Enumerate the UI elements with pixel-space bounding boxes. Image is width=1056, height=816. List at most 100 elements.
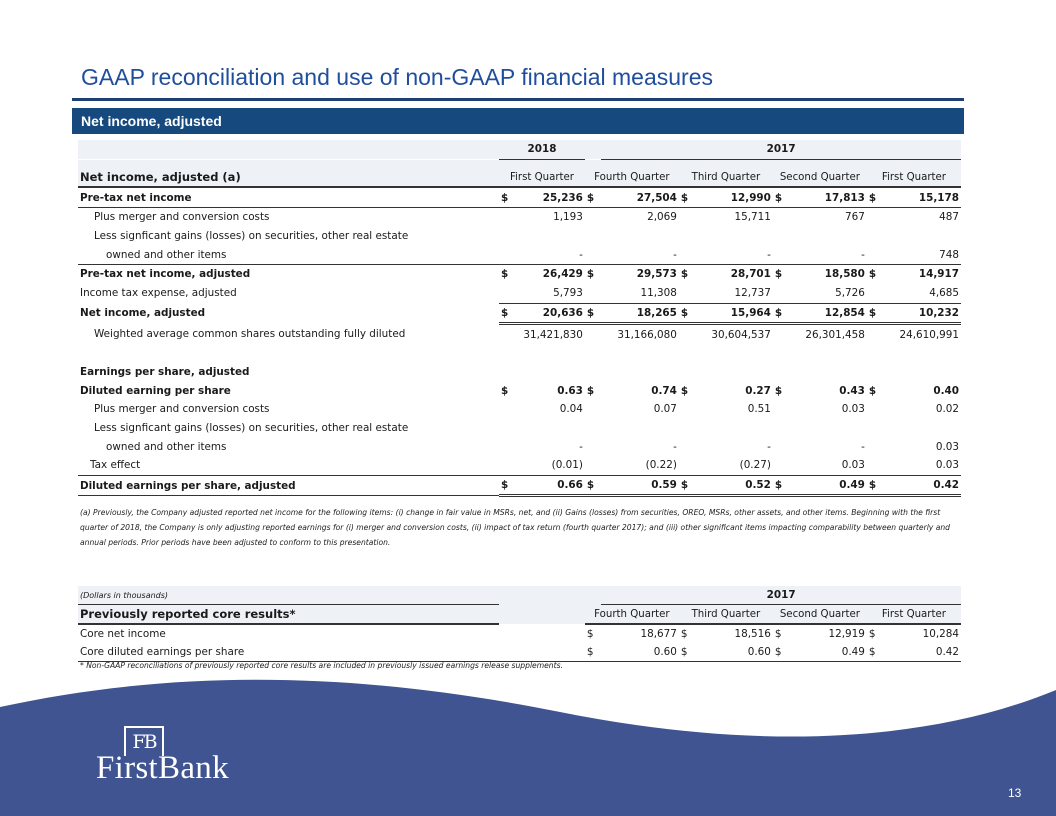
- value-cell: 20,636: [513, 302, 585, 326]
- value-cell: 10,284: [922, 628, 959, 640]
- value-cell: 0.03: [935, 440, 959, 453]
- value-cell: 487: [939, 211, 959, 224]
- dollar-sign: $: [868, 384, 877, 397]
- units-label: (Dollars in thousands): [78, 586, 500, 605]
- dollar-sign: [499, 456, 514, 476]
- dollar-sign: $: [678, 643, 696, 662]
- value-cell: 12,854: [789, 302, 867, 326]
- value-cell: 31,166,080: [617, 328, 677, 341]
- column-header: Fourth Quarter: [584, 604, 679, 625]
- dollar-sign: [584, 456, 602, 476]
- value-cell: 30,604,537: [711, 328, 771, 341]
- row-label: Pre-tax net income: [78, 187, 500, 209]
- dollar-sign: $: [586, 628, 594, 640]
- value-cell: 26,301,458: [805, 328, 865, 341]
- value-cell: -: [861, 440, 865, 453]
- firstbank-logo-mark: FB: [124, 726, 164, 756]
- dollar-sign: $: [499, 187, 514, 209]
- value-cell: 0.02: [935, 403, 959, 416]
- value-cell: 0.66: [513, 474, 585, 498]
- value-cell: 14,917: [883, 264, 961, 284]
- table-row: Earnings per share, adjusted: [78, 363, 961, 382]
- value-cell: 0.49: [789, 474, 867, 498]
- value-cell: 0.74: [651, 384, 677, 397]
- dollar-sign: [866, 456, 884, 476]
- year-2018-header: 2018: [499, 140, 585, 160]
- dollar-sign: $: [680, 628, 688, 640]
- table-row: Pre-tax net income, adjusted $26,429 $29,5…: [78, 264, 961, 284]
- value-cell: 15,964: [695, 302, 773, 326]
- dollar-sign: $: [772, 474, 790, 498]
- dollar-sign: $: [868, 628, 876, 640]
- value-cell: 15,178: [883, 187, 961, 209]
- row-label: Pre-tax net income, adjusted: [80, 268, 251, 281]
- value-cell: 0.03: [883, 456, 961, 476]
- dollar-sign: [678, 245, 696, 266]
- value-cell: 0.52: [695, 474, 773, 498]
- row-label: Plus merger and conversion costs: [94, 211, 270, 224]
- blank-cell: [584, 140, 602, 160]
- table-row: Net income, adjusted $20,636 $18,265 $15,96…: [78, 302, 961, 326]
- value-cell: 1,193: [553, 211, 583, 224]
- core-year-row: (Dollars in thousands) 2017: [78, 586, 961, 605]
- dollar-sign: $: [772, 187, 790, 209]
- value-cell: 12,990: [695, 187, 773, 209]
- footnote-a: (a) Previously, the Company adjusted rep…: [80, 508, 950, 547]
- value-cell: 18,265: [601, 302, 679, 326]
- table-row: Core net income $18,677 $18,516 $12,919 $10,…: [78, 624, 961, 643]
- firstbank-logo-wordmark: FirstBank: [96, 750, 229, 786]
- dollar-sign: [584, 245, 602, 266]
- core-column-header-row: Previously reported core results* Fourth …: [78, 604, 961, 625]
- value-cell: 12,919: [828, 628, 865, 640]
- value-cell: 10,232: [883, 302, 961, 326]
- core-footnote: * Non-GAAP reconciliations of previously…: [80, 661, 563, 670]
- value-cell: 5,726: [835, 287, 865, 300]
- page-number: 13: [1008, 786, 1022, 800]
- value-cell: -: [601, 245, 679, 266]
- title-rule: [72, 98, 964, 101]
- dollar-sign: $: [678, 474, 696, 498]
- value-cell: (0.01): [513, 456, 585, 476]
- dollar-sign: $: [586, 384, 595, 397]
- core-results-table: (Dollars in thousands) 2017 Previously rep…: [78, 586, 961, 662]
- dollar-sign: $: [678, 264, 696, 284]
- table-row: Tax effect (0.01) (0.22) (0.27) 0.03 0.03: [78, 456, 961, 476]
- dollar-sign: $: [866, 643, 884, 662]
- column-header: Third Quarter: [678, 604, 773, 625]
- value-cell: 15,711: [734, 211, 771, 224]
- dollar-sign: $: [501, 384, 509, 397]
- blank-cell: [78, 140, 500, 160]
- value-cell: 0.27: [745, 384, 771, 397]
- value-cell: 17,813: [789, 187, 867, 209]
- blank-cell: [499, 586, 585, 605]
- value-cell: 2,069: [647, 211, 677, 224]
- row-label: Weighted average common shares outstandi…: [94, 327, 406, 340]
- row-label: Less signficant gains (losses) on securi…: [94, 230, 409, 243]
- row-label: Net income, adjusted: [80, 307, 206, 320]
- dollar-sign: $: [499, 474, 514, 498]
- value-cell: 0.60: [695, 643, 773, 662]
- table-row: owned and other items - - - -748: [78, 245, 961, 266]
- value-cell: 25,236: [513, 187, 585, 209]
- value-cell: 11,308: [640, 287, 677, 300]
- value-cell: 0.51: [747, 403, 771, 416]
- net-income-adjusted-table: 2018 2017 Net income, adjusted (a) First Qu…: [78, 140, 961, 498]
- column-header: First Quarter: [499, 167, 585, 189]
- blank-cell: [584, 586, 602, 605]
- column-header: Second Quarter: [772, 167, 867, 189]
- value-cell: 24,610,991: [899, 328, 960, 341]
- column-header: First Quarter: [866, 167, 961, 189]
- value-cell: 12,737: [734, 287, 771, 300]
- dollar-sign: $: [866, 187, 884, 209]
- table-row: Plus merger and conversion costs 0.04 0.07…: [78, 400, 961, 419]
- year-header-row: 2018 2017: [78, 140, 961, 160]
- value-cell: (0.27): [695, 456, 773, 476]
- table-row: owned and other items - - - - 0.03: [78, 437, 961, 456]
- value-cell: 31,421,830: [523, 328, 583, 341]
- value-cell: -: [579, 440, 583, 453]
- column-header: First Quarter: [866, 604, 961, 625]
- value-cell: 0.04: [559, 403, 583, 416]
- row-label: owned and other items: [78, 245, 500, 266]
- table-row: Less signficant gains (losses) on securi…: [78, 419, 961, 438]
